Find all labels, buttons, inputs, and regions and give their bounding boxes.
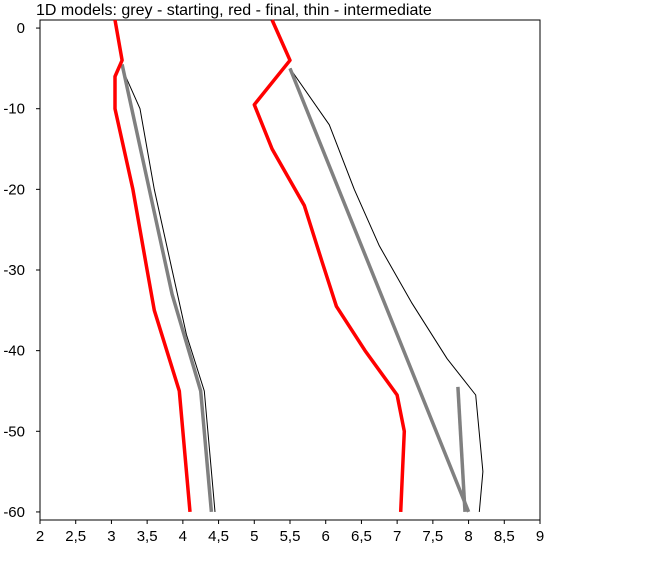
x-tick-label: 8 bbox=[464, 528, 472, 545]
x-tick-label: 8,5 bbox=[494, 528, 515, 545]
series-layer bbox=[113, 19, 484, 513]
series-final-vs-line bbox=[113, 19, 192, 513]
x-tick-label: 4 bbox=[179, 528, 187, 545]
series-starting-vp-line bbox=[288, 67, 471, 513]
y-tick-label: -10 bbox=[3, 101, 25, 118]
x-tick-label: 3,5 bbox=[137, 528, 158, 545]
y-tick-label: -50 bbox=[3, 423, 25, 440]
series-starting-vp-deep-line bbox=[456, 386, 467, 512]
x-tick-label: 9 bbox=[536, 528, 544, 545]
x-tick-label: 6 bbox=[322, 528, 330, 545]
y-tick-label: -40 bbox=[3, 343, 25, 360]
x-tick-label: 7,5 bbox=[422, 528, 443, 545]
x-tick-label: 5,5 bbox=[280, 528, 301, 545]
series-intermediate-vs-line bbox=[121, 68, 216, 512]
x-tick-label: 2 bbox=[36, 528, 44, 545]
series-final-vp-line bbox=[252, 19, 407, 512]
x-tick-label: 4,5 bbox=[208, 528, 229, 545]
y-tick-label: -30 bbox=[3, 262, 25, 279]
x-tick-label: 7 bbox=[393, 528, 401, 545]
x-tick-label: 2,5 bbox=[65, 528, 86, 545]
y-tick-label: -60 bbox=[3, 504, 25, 521]
x-tick-label: 6,5 bbox=[351, 528, 372, 545]
x-axis: 2 2,5 3 3,5 4 4,5 5 5,5 6 6,5 7 7,5 8 8,5 9 bbox=[36, 520, 544, 545]
y-axis: 0 -10 -20 -30 -40 -50 -60 bbox=[3, 20, 40, 521]
series-starting-vs-line bbox=[120, 64, 214, 513]
x-tick-label: 3 bbox=[107, 528, 115, 545]
series-intermediate-vp-line bbox=[289, 68, 484, 512]
y-tick-label: -20 bbox=[3, 181, 25, 198]
x-tick-label: 5 bbox=[250, 528, 258, 545]
chart-title: 1D models: grey - starting, red - final,… bbox=[36, 2, 432, 19]
y-tick-label: 0 bbox=[17, 20, 25, 37]
